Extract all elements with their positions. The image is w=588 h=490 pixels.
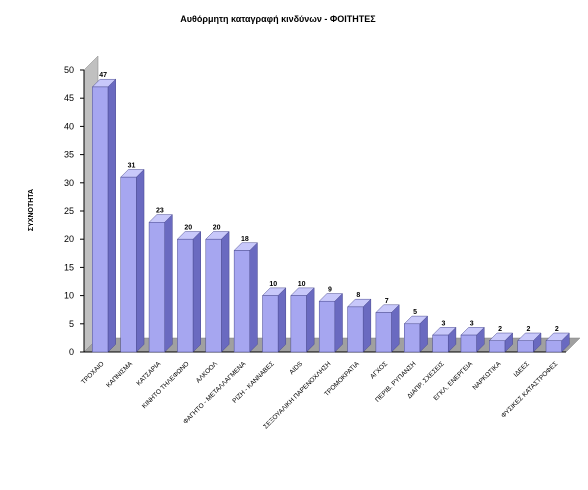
y-tick-label: 25 [64, 206, 74, 216]
bar-side [164, 213, 173, 353]
category-label: ΙΔΕΕΣ [513, 360, 531, 378]
bar [92, 86, 109, 353]
y-axis-label: ΣΥΧΝΟΤΗΤΑ [28, 189, 35, 231]
data-label: 3 [441, 320, 445, 327]
bar-side [136, 168, 145, 353]
data-label: 20 [213, 225, 221, 232]
y-tick-label: 50 [64, 65, 74, 75]
y-tick-label: 40 [64, 121, 74, 131]
bar-side [107, 78, 116, 353]
data-label: 31 [128, 162, 136, 169]
data-label: 18 [241, 236, 249, 243]
data-label: 7 [385, 298, 389, 305]
category-label: ΚΙΝΗΤΟ ΤΗΛΕΦΩΝΟ [141, 360, 191, 410]
bar [517, 340, 534, 353]
chart-title: Αυθόρμητη καταγραφή κινδύνων - ΦΟΙΤΗΤΕΣ [180, 14, 376, 24]
y-tick-label: 45 [64, 93, 74, 103]
bar [318, 300, 336, 353]
data-label: 20 [184, 225, 192, 232]
bar-side [277, 287, 287, 353]
bar [545, 340, 562, 353]
data-label: 3 [470, 320, 474, 327]
bar [177, 238, 194, 353]
data-label: 23 [156, 208, 164, 215]
category-label: ΤΡΟΧΑΙΟ [80, 360, 105, 385]
bar [120, 176, 137, 353]
category-label: ΑΓΧΟΣ [369, 360, 389, 380]
data-label: 5 [413, 309, 417, 316]
bar-side [334, 292, 343, 353]
y-tick-label: 35 [64, 150, 74, 160]
bar-side [249, 242, 258, 353]
bar [404, 323, 421, 353]
bar [148, 222, 165, 353]
bar [347, 306, 364, 353]
data-label: 2 [498, 326, 502, 333]
bar [290, 295, 307, 353]
data-label: 10 [298, 281, 306, 288]
y-tick-label: 30 [64, 178, 74, 188]
bar-side [306, 287, 315, 353]
category-label: ΦΥΣΙΚΕΣ ΚΑΤΑΣΤΡΟΦΕΣ [500, 360, 559, 419]
y-tick-label: 10 [64, 291, 74, 301]
bar [262, 295, 279, 353]
bar-side [192, 230, 201, 353]
category-label: ΝΑΡΚΩΤΙΚΑ [471, 360, 503, 392]
data-label: 10 [269, 281, 277, 288]
bar [205, 238, 222, 353]
bar [375, 312, 392, 353]
y-tick-label: 15 [64, 262, 74, 272]
data-label: 47 [99, 72, 107, 79]
y-tick-label: 20 [64, 234, 74, 244]
bar [460, 334, 477, 353]
data-label: 2 [527, 326, 531, 333]
bar-side [391, 304, 400, 353]
plot-area: 0510152025303540455047ΤΡΟΧΑΙΟ31ΚΑΠΝΙΣΜΑ2… [64, 55, 581, 431]
data-label: 2 [555, 326, 559, 333]
y-tick-label: 5 [69, 319, 74, 329]
bar [489, 340, 506, 353]
data-label: 8 [356, 292, 360, 299]
bar [233, 250, 250, 353]
category-label: ΚΑΤΣΑΡΙΑ [135, 360, 162, 387]
bar-side [362, 298, 372, 353]
category-label: ΑΛΚΟΟΛ [195, 360, 220, 385]
bar-side [221, 230, 230, 353]
category-label: ΚΑΠΝΙΣΜΑ [105, 360, 134, 389]
bar [432, 334, 449, 353]
y-tick-label: 0 [69, 347, 74, 357]
data-label: 9 [328, 287, 332, 294]
category-label: AIDS [288, 360, 304, 376]
